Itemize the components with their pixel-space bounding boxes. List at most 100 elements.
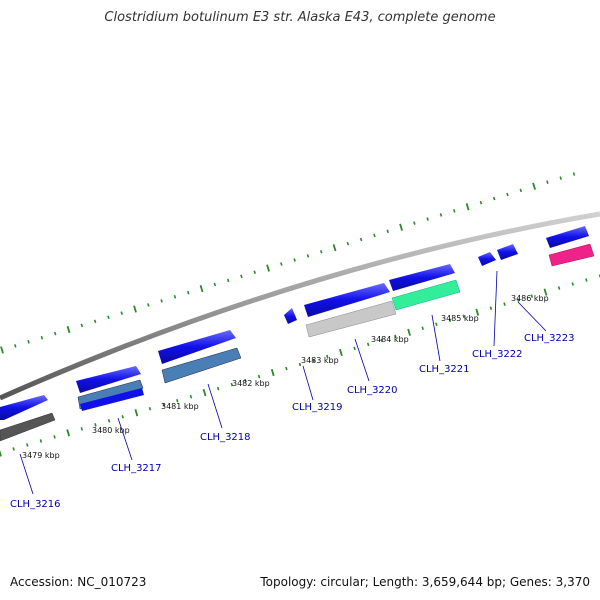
ruler-tick	[326, 354, 329, 359]
ruler-tick	[475, 308, 480, 316]
ruler-tick	[312, 358, 315, 363]
ruler-tick	[14, 344, 17, 348]
ruler-tick	[366, 342, 370, 347]
gene-label[interactable]: CLH_3217	[111, 463, 162, 474]
gene-label[interactable]: CLH_3221	[419, 364, 470, 375]
ruler-tick	[571, 282, 574, 286]
gene-arrow[interactable]	[284, 308, 297, 324]
feature-bar[interactable]	[391, 279, 461, 311]
ruler-tick	[386, 229, 390, 234]
ruler-tick	[0, 346, 4, 354]
ruler-tick	[66, 325, 71, 334]
feature-bar[interactable]	[305, 300, 397, 338]
kbp-label: 3481 kbp	[161, 402, 199, 411]
gene-arrow[interactable]	[478, 252, 496, 266]
ruler-tick	[399, 223, 403, 231]
ruler-tick	[121, 415, 124, 419]
kbp-label: 3486 kbp	[511, 294, 549, 303]
ruler-tick	[199, 284, 204, 293]
ruler-tick	[380, 338, 384, 343]
gene-arrow[interactable]	[304, 283, 390, 317]
ruler-tick	[40, 335, 44, 340]
ruler-tick	[53, 435, 56, 439]
ruler-tick	[0, 449, 2, 457]
ruler-tick	[12, 447, 15, 451]
ruler-tick	[147, 303, 150, 307]
ruler-tick	[407, 328, 411, 336]
forward-genes	[0, 226, 589, 420]
outer-tick-ruler	[0, 172, 576, 354]
ruler-tick	[462, 314, 465, 318]
ruler-tick	[394, 334, 397, 339]
feature-bar[interactable]	[0, 412, 56, 442]
gene-label[interactable]: CLH_3220	[347, 385, 398, 396]
gene-arrow[interactable]	[0, 395, 48, 420]
ruler-tick	[353, 346, 356, 351]
ruler-tick	[306, 254, 310, 258]
ruler-tick	[107, 419, 111, 423]
ruler-tick	[230, 382, 234, 387]
ruler-tick	[543, 288, 548, 296]
inner-tick-ruler	[0, 274, 600, 457]
ruler-tick	[173, 295, 177, 299]
kbp-label: 3480 kbp	[92, 426, 130, 435]
ruler-tick	[26, 443, 29, 447]
ruler-tick	[39, 439, 43, 443]
gene-arrow[interactable]	[497, 244, 518, 260]
gene-label[interactable]: CLH_3218	[200, 432, 251, 443]
ruler-tick	[448, 318, 452, 323]
ruler-tick	[298, 362, 302, 367]
gene-arrow[interactable]	[76, 366, 141, 393]
gene-arrow[interactable]	[546, 226, 589, 248]
ruler-tick	[162, 402, 165, 407]
ruler-tick	[373, 233, 376, 238]
ruler-tick	[134, 409, 139, 417]
accession-text: Accession: NC_010723	[10, 575, 147, 589]
ruler-tick	[80, 427, 84, 431]
ruler-tick	[202, 389, 207, 397]
feature-row	[0, 243, 595, 442]
gene-leader-lines	[19, 270, 547, 495]
gene-arrow[interactable]	[389, 264, 455, 291]
ruler-tick	[160, 299, 163, 303]
ruler-tick	[213, 282, 217, 287]
ruler-tick	[293, 258, 296, 262]
ruler-tick	[572, 172, 576, 176]
feature-bar[interactable]	[548, 243, 595, 267]
ruler-tick	[244, 378, 247, 383]
gene-label[interactable]: CLH_3219	[292, 402, 343, 413]
gene-labels: CLH_3216 CLH_3217 CLH_3218 CLH_3219 CLH_…	[10, 333, 575, 510]
ruler-tick	[94, 423, 97, 427]
feature-bar[interactable]	[161, 347, 242, 384]
ruler-tick	[479, 200, 483, 205]
kbp-label: 3483 kbp	[301, 356, 339, 365]
gene-label[interactable]: CLH_3222	[472, 349, 523, 360]
gene-label[interactable]: CLH_3223	[524, 333, 575, 344]
ruler-tick	[257, 374, 261, 379]
topology-text: Topology: circular; Length: 3,659,644 bp…	[260, 575, 590, 589]
ruler-tick	[27, 340, 30, 344]
ruler-tick	[66, 429, 71, 437]
map-title: Clostridium botulinum E3 str. Alaska E43…	[104, 10, 496, 25]
ruler-tick	[453, 209, 456, 213]
ruler-tick	[253, 270, 256, 274]
ruler-tick	[53, 331, 57, 336]
ruler-tick	[346, 241, 350, 246]
gene-arrow[interactable]	[158, 330, 236, 364]
ruler-tick	[421, 326, 424, 331]
ruler-tick	[585, 278, 588, 282]
ruler-tick	[503, 302, 506, 306]
ruler-tick	[359, 237, 363, 242]
kbp-label: 3479 kbp	[22, 451, 60, 460]
ruler-tick	[557, 286, 561, 290]
ruler-tick	[133, 305, 137, 313]
ruler-tick	[439, 213, 443, 217]
ruler-tick	[80, 323, 84, 328]
ruler-tick	[435, 322, 438, 327]
ruler-tick	[546, 180, 549, 184]
gene-label[interactable]: CLH_3216	[10, 499, 61, 510]
feature-bar[interactable]	[80, 388, 144, 411]
ruler-tick	[519, 188, 523, 193]
ruler-tick	[413, 221, 416, 225]
ruler-tick	[339, 348, 343, 357]
